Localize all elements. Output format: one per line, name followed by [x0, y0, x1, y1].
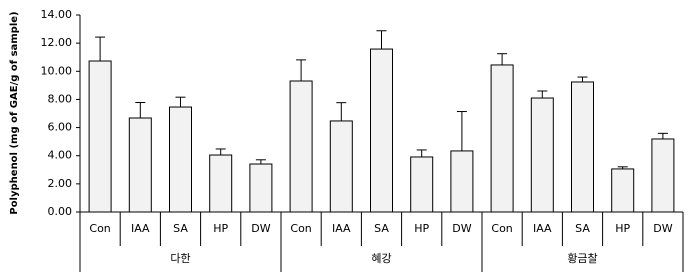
x-tick-label: SA	[374, 222, 389, 235]
bar	[88, 60, 112, 213]
error-bar	[577, 76, 588, 82]
error-bar	[336, 102, 347, 121]
x-tick-label: IAA	[533, 222, 552, 235]
y-tick-label: 0.00	[48, 205, 73, 218]
error-bar	[617, 166, 628, 169]
bar	[169, 106, 192, 213]
bar	[209, 154, 233, 213]
bar	[450, 150, 474, 213]
y-tick-label: 10.00	[41, 64, 73, 77]
bar	[289, 80, 313, 213]
y-tick-label: 6.00	[48, 121, 73, 134]
y-axis-label: Polyphenol (mg of GAE/g of sample)	[9, 11, 20, 214]
bar	[370, 48, 393, 213]
error-bar	[416, 149, 427, 157]
error-bar	[255, 159, 266, 165]
error-bar	[456, 111, 467, 151]
error-bar	[215, 148, 226, 156]
error-bar	[657, 132, 668, 139]
error-bar	[95, 36, 106, 62]
x-tick-label: DW	[653, 222, 672, 235]
y-tick-label: 14.00	[41, 8, 73, 21]
x-tick-label: Con	[290, 222, 311, 235]
bar	[410, 156, 434, 213]
y-tick-label: 4.00	[48, 149, 73, 162]
group-label: 황금찰	[567, 252, 597, 265]
x-tick-label: HP	[213, 222, 228, 235]
y-tick-label: 2.00	[48, 177, 73, 190]
x-tick-label: IAA	[332, 222, 351, 235]
bar	[571, 81, 594, 213]
error-bar	[175, 96, 186, 108]
x-tick-label: HP	[414, 222, 429, 235]
group-label: 혜강	[371, 252, 391, 265]
group-label: 다한	[170, 252, 190, 265]
x-tick-label: Con	[89, 222, 110, 235]
y-tick-label: 12.00	[41, 36, 73, 49]
bar	[249, 163, 273, 213]
bar	[329, 120, 353, 213]
x-tick-label: DW	[251, 222, 270, 235]
bar	[651, 138, 675, 213]
y-tick-label: 8.00	[48, 92, 73, 105]
error-bar	[296, 59, 307, 81]
error-bar	[135, 102, 146, 119]
error-bar	[376, 30, 387, 50]
bar	[128, 117, 152, 213]
x-tick-label: HP	[615, 222, 630, 235]
bar	[530, 97, 554, 213]
error-bar	[497, 53, 508, 65]
x-tick-label: Con	[491, 222, 512, 235]
error-bar	[537, 90, 548, 99]
bar	[490, 64, 514, 213]
x-tick-label: DW	[452, 222, 471, 235]
x-tick-label: SA	[173, 222, 188, 235]
bar	[611, 168, 635, 213]
x-tick-label: IAA	[131, 222, 150, 235]
x-tick-label: SA	[575, 222, 590, 235]
